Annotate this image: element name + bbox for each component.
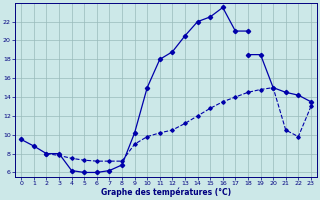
X-axis label: Graphe des températures (°C): Graphe des températures (°C) [101, 188, 231, 197]
